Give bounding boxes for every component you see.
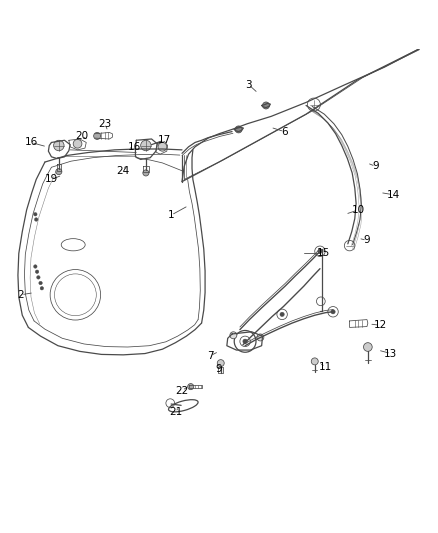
Text: 19: 19 (45, 174, 58, 184)
Text: 2: 2 (18, 290, 24, 300)
Text: 24: 24 (117, 166, 130, 176)
Circle shape (94, 133, 101, 140)
Circle shape (280, 312, 284, 317)
Circle shape (141, 140, 151, 151)
Text: 9: 9 (215, 364, 223, 374)
Circle shape (318, 249, 322, 254)
Text: 13: 13 (384, 349, 398, 359)
Text: 12: 12 (374, 320, 387, 330)
Text: 9: 9 (364, 236, 370, 245)
Circle shape (35, 218, 38, 221)
Circle shape (331, 310, 335, 314)
Text: 16: 16 (25, 138, 38, 148)
Circle shape (56, 168, 62, 175)
Circle shape (34, 265, 37, 268)
Circle shape (217, 360, 224, 367)
Circle shape (187, 384, 194, 390)
Text: 21: 21 (169, 407, 182, 417)
Circle shape (34, 213, 37, 216)
Circle shape (73, 140, 82, 148)
Circle shape (262, 102, 269, 109)
Circle shape (230, 332, 237, 339)
Circle shape (277, 309, 287, 320)
Text: 15: 15 (317, 248, 330, 259)
Circle shape (143, 170, 149, 176)
Circle shape (53, 140, 64, 151)
Circle shape (158, 142, 167, 151)
Text: 16: 16 (127, 142, 141, 152)
Circle shape (39, 281, 42, 285)
Text: 9: 9 (372, 161, 379, 172)
Text: 17: 17 (158, 135, 171, 146)
Circle shape (235, 126, 242, 133)
Circle shape (37, 276, 40, 279)
Text: 11: 11 (319, 361, 332, 372)
Text: 23: 23 (99, 119, 112, 129)
Text: 6: 6 (281, 126, 288, 136)
Circle shape (243, 339, 247, 344)
Circle shape (35, 270, 39, 273)
Text: 3: 3 (245, 79, 252, 90)
Circle shape (328, 306, 338, 317)
Circle shape (40, 287, 44, 290)
Text: 10: 10 (352, 205, 365, 215)
Circle shape (257, 334, 264, 341)
Text: 7: 7 (207, 351, 214, 361)
Circle shape (364, 343, 372, 351)
Circle shape (315, 246, 325, 256)
Text: 20: 20 (75, 131, 88, 141)
Circle shape (311, 358, 318, 365)
Text: 14: 14 (386, 190, 400, 200)
Text: 22: 22 (175, 385, 189, 395)
Text: 1: 1 (168, 210, 174, 220)
